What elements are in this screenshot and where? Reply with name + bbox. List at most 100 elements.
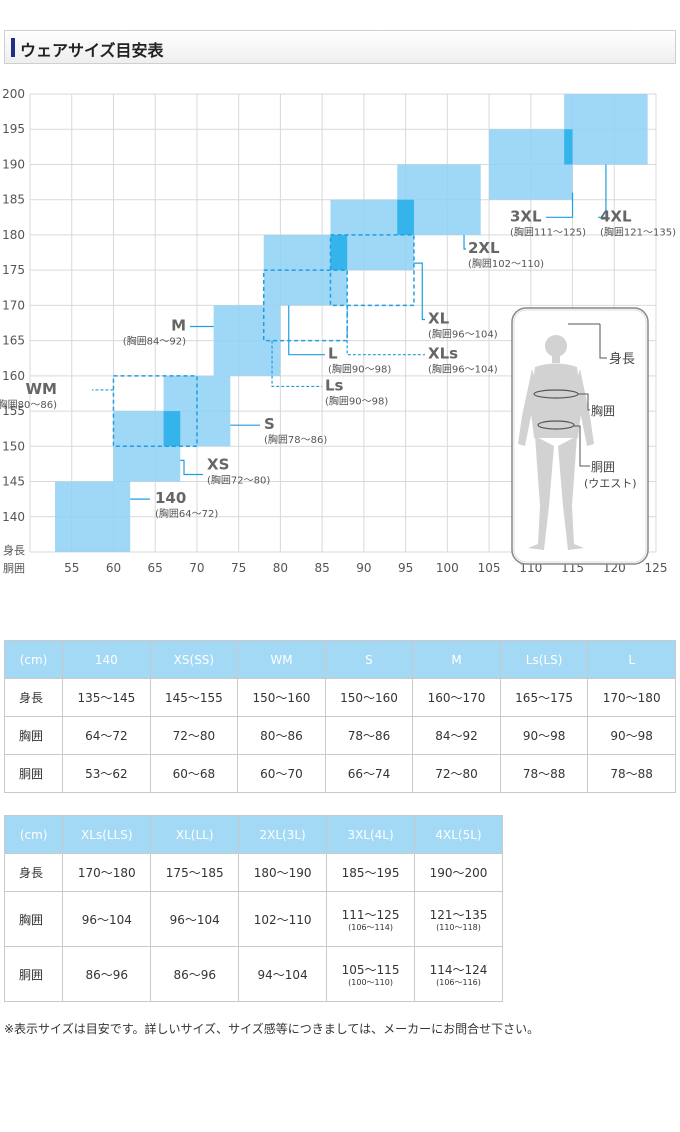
table-row-label: 胸囲 [3, 716, 64, 755]
table-cell-subvalue: (106〜114) [348, 922, 393, 932]
table-cell: 53〜62 [62, 754, 151, 793]
y-tick-label: 150 [2, 439, 25, 453]
table-header-cell: WM [237, 640, 326, 679]
x-axis-label: 胴囲 [3, 562, 25, 575]
table-cell-value: 72〜80 [172, 729, 216, 743]
figure-label-waist-sub: (ウエスト) [584, 477, 637, 490]
size-box-140 [55, 481, 131, 552]
table-header-cell: 140 [62, 640, 151, 679]
table-cell: 180〜190 [238, 853, 328, 892]
size-sublabel-ls: (胸囲90〜98) [325, 394, 388, 407]
x-tick-label: 125 [645, 561, 668, 575]
table-cell-value: 60〜68 [172, 767, 216, 781]
table-cell-subvalue: (100〜110) [348, 977, 393, 987]
leader-line-ls [271, 340, 322, 388]
table-cell-value: 96〜104 [169, 912, 220, 927]
table-header-cell: 3XL(4L) [326, 815, 416, 854]
table-row: 胸囲 96〜104 96〜104 102〜110 111〜125 (106〜114) 121… [3, 891, 503, 947]
size-sublabel-xs: (胸囲72〜80) [207, 473, 270, 486]
x-tick-label: 95 [398, 561, 413, 575]
table-cell-value: 111〜125 [341, 907, 400, 922]
x-tick-label: 55 [64, 561, 79, 575]
size-sublabel-140: (胸囲64〜72) [155, 507, 218, 520]
table-row-label: 胴囲 [3, 754, 64, 793]
size-label-ls: Ls [325, 376, 344, 394]
table-cell: 175〜185 [150, 853, 240, 892]
size-sublabel-wm: (胸囲80〜86) [0, 398, 57, 411]
table-cell-value: 185〜195 [341, 866, 400, 880]
overlap-region [397, 199, 414, 235]
overlap-region [163, 411, 181, 447]
table-cell-value: 53〜62 [85, 767, 128, 781]
table-header-cell: S [324, 640, 414, 679]
table-cell-value: 64〜72 [85, 729, 128, 743]
table-cell-value: 105〜115 [341, 962, 400, 977]
y-tick-label: 185 [2, 193, 25, 207]
table-cell-value: 170〜180 [77, 866, 136, 880]
chest-leader [578, 393, 590, 411]
table-cell: 160〜170 [412, 678, 501, 717]
table-header-cell: Ls(LS) [499, 640, 589, 679]
table-cell-value: 160〜170 [427, 691, 486, 705]
table-cell: 102〜110 [238, 891, 328, 947]
table-cell-value: 72〜80 [435, 767, 478, 781]
table-cell: 170〜180 [587, 678, 676, 717]
size-sublabel-s: (胸囲78〜86) [264, 433, 327, 446]
table-header-cell: XLs(LLS) [62, 815, 152, 854]
x-tick-label: 85 [314, 561, 329, 575]
table-cell-value: 86〜96 [85, 967, 129, 982]
table-cell: 90〜98 [587, 716, 676, 755]
leader-line-xls [346, 305, 425, 356]
table-header-cell: 4XL(5L) [414, 815, 503, 854]
figure-label-chest: 胸囲 [591, 403, 615, 418]
x-tick-label: 100 [436, 561, 459, 575]
table-cell-subvalue: (106〜116) [436, 977, 481, 987]
table-cell: 135〜145 [62, 678, 151, 717]
table-cell: 145〜155 [149, 678, 239, 717]
table-cell: 66〜74 [324, 754, 414, 793]
table-row: 身長 170〜180 175〜185 180〜190 185〜195 190〜200 [3, 853, 503, 892]
table-cell-value: 66〜74 [347, 767, 391, 781]
table-header-cell: L [587, 640, 676, 679]
table-cell: 170〜180 [62, 853, 152, 892]
header-accent-bar [11, 38, 15, 57]
x-tick-label: 90 [356, 561, 371, 575]
table-cell: 78〜88 [499, 754, 589, 793]
page-title: ウェアサイズ目安表 [20, 41, 164, 60]
table-cell: 96〜104 [150, 891, 240, 947]
waist-leader [574, 425, 590, 467]
footnote: ※表示サイズは目安です。詳しいサイズ、サイズ感等につきましては、メーカーにお問合… [4, 1022, 540, 1036]
x-tick-label: 80 [273, 561, 288, 575]
table-cell-value: 102〜110 [253, 912, 312, 927]
size-box-3xl [489, 129, 573, 200]
y-tick-label: 195 [2, 122, 25, 136]
size-sublabel-4xl: (胸囲121〜135) [600, 225, 676, 238]
y-tick-label: 170 [2, 298, 25, 312]
table-header-row: (cm) XLs(LLS) XL(LL) 2XL(3L) 3XL(4L) 4XL(5L) [3, 815, 503, 854]
waist-measure-ring [537, 420, 575, 430]
y-tick-label: 140 [2, 510, 25, 524]
size-sublabel-m: (胸囲84〜92) [123, 335, 186, 348]
size-table-2: (cm) XLs(LLS) XL(LL) 2XL(3L) 3XL(4L) 4XL(5L) 身… [3, 815, 503, 1002]
size-label-wm: WM [26, 380, 57, 398]
table-cell: 94〜104 [238, 946, 328, 1002]
leader-line-3xl [546, 192, 574, 218]
table-cell: 150〜160 [324, 678, 414, 717]
section-header: ウェアサイズ目安表 [4, 30, 676, 64]
size-label-l: L [328, 345, 338, 363]
leader-line-l [288, 305, 325, 356]
size-sublabel-xl: (胸囲96〜104) [428, 327, 498, 340]
x-tick-label: 105 [478, 561, 501, 575]
table-cell-value: 78〜88 [610, 767, 653, 781]
size-label-140: 140 [155, 489, 186, 507]
table-cell-value: 80〜86 [260, 729, 303, 743]
height-leader [599, 324, 607, 359]
size-label-xls: XLs [428, 345, 458, 363]
table-cell: 72〜80 [412, 754, 501, 793]
overlap-region [564, 129, 573, 165]
table-cell-value: 170〜180 [602, 691, 661, 705]
table-cell: 86〜96 [62, 946, 152, 1002]
leader-line-2xl [463, 234, 466, 250]
size-label-m: M [171, 317, 186, 335]
table-cell: 60〜68 [149, 754, 239, 793]
